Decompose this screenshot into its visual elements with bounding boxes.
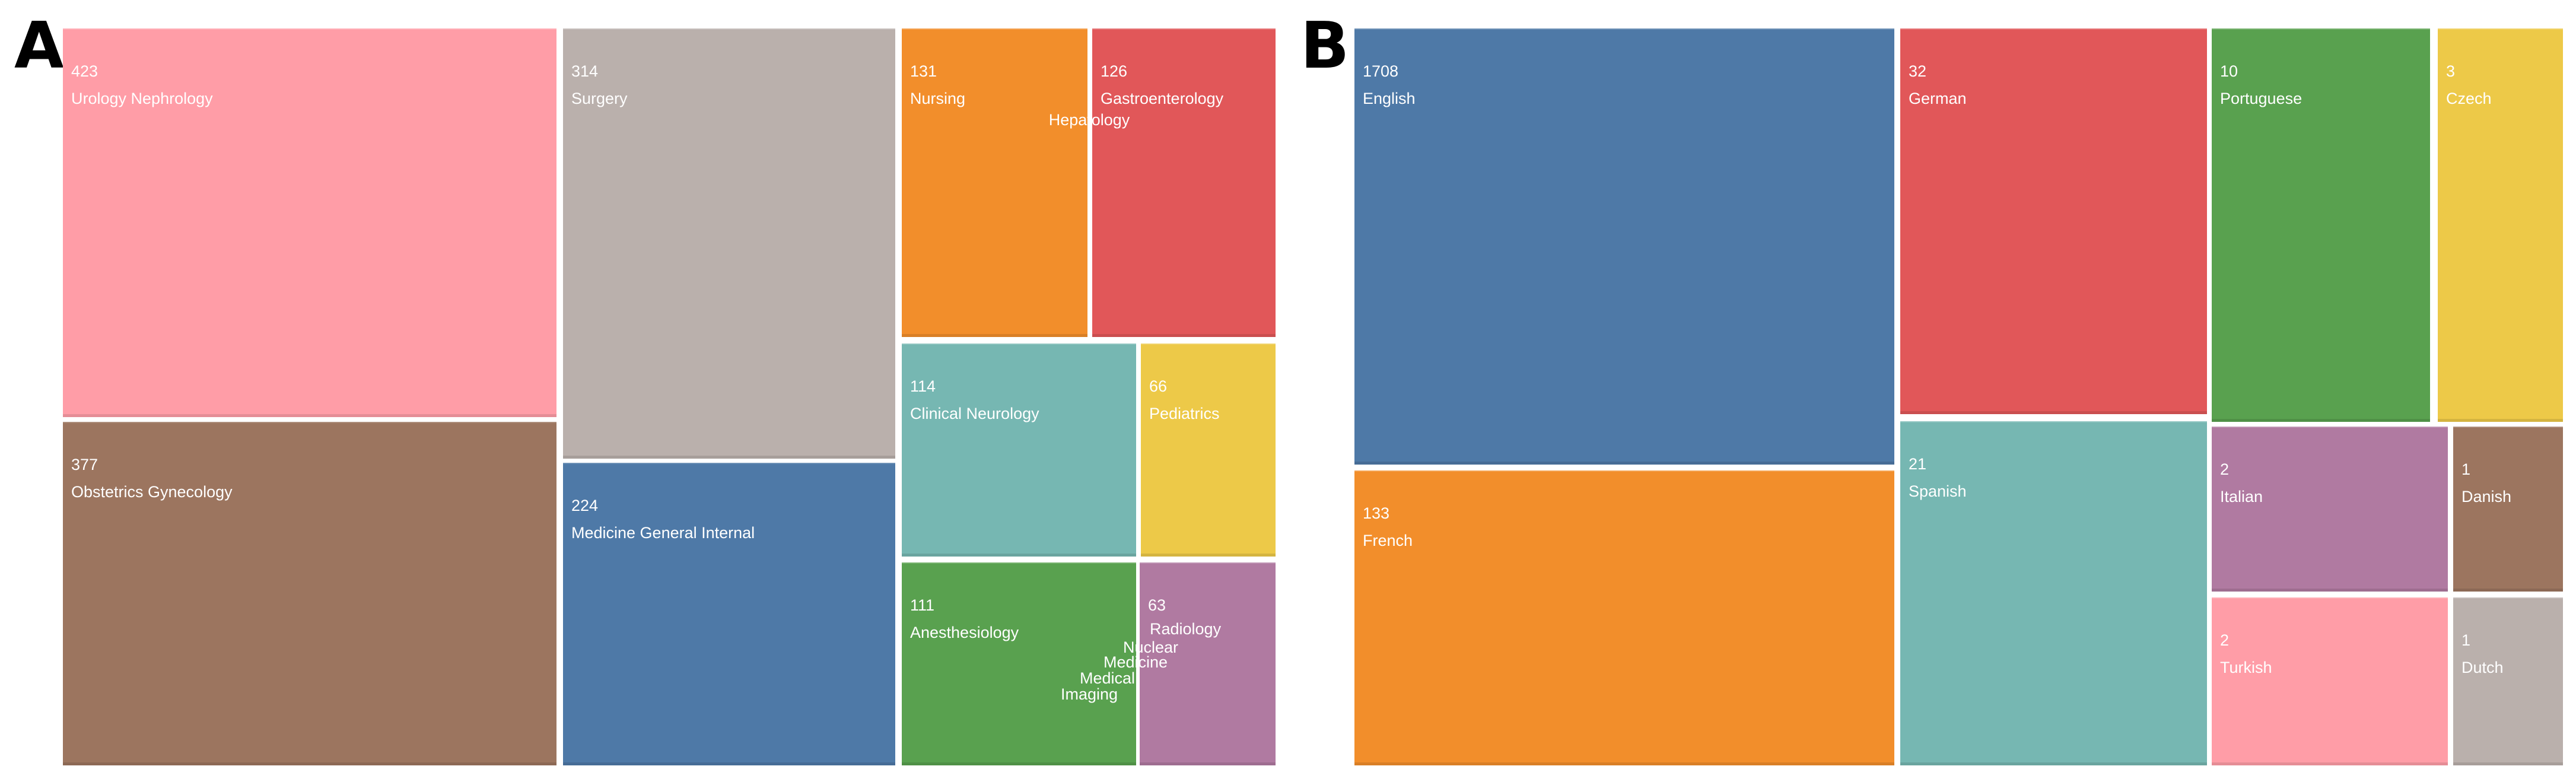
treemap-tile-french: 133 French (1354, 471, 1894, 765)
treemap-tile-surgery: 314 Surgery (563, 28, 895, 459)
tile-label-line-radiology: Radiology (1150, 620, 1222, 638)
tile-text-obstetrics-gynecology: 377 Obstetrics Gynecology (71, 456, 553, 501)
tile-label-anesthesiology: Anesthesiology (910, 624, 1019, 641)
tile-label-obstetrics-gynecology: Obstetrics Gynecology (71, 483, 233, 501)
treemap-tile-gastroenterology: 126 Gastroenterology (1092, 28, 1276, 337)
tile-value-spanish: 21 (1909, 455, 1927, 473)
treemap-tile-english: 1708 English (1354, 28, 1894, 465)
tile-value-medicine-general-internal: 224 (571, 497, 599, 514)
tile-label-turkish: Turkish (2220, 659, 2272, 676)
tile-value-pediatrics: 66 (1149, 377, 1168, 395)
tile-text-french: 133 French (1363, 504, 1891, 549)
tile-value-turkish: 2 (2220, 631, 2230, 649)
tile-text-english: 1708 English (1363, 62, 1891, 107)
tile-label-czech: Czech (2446, 90, 2492, 107)
tile-value-nursing: 131 (910, 62, 937, 80)
tile-label-danish: Danish (2461, 488, 2512, 506)
tile-label-line-medical: Medical (1080, 669, 1136, 687)
treemap-tile-medicine-general-internal: 224 Medicine General Internal (563, 463, 895, 765)
tile-label-line-nuclear: Nuclear (1123, 638, 1179, 656)
tile-value-portuguese: 10 (2220, 62, 2238, 80)
treemap-tile-turkish: 2 Turkish (2212, 597, 2448, 765)
tile-text-dutch: 1 Dutch (2461, 631, 2559, 676)
tile-text-portuguese: 10 Portuguese (2220, 62, 2426, 107)
tile-text-turkish: 2 Turkish (2220, 631, 2444, 676)
tile-label-nursing: Nursing (910, 90, 966, 107)
tile-value-urology-nephrology: 423 (71, 62, 98, 80)
treemap-tile-danish: 1 Danish (2453, 427, 2563, 592)
tile-label-surgery: Surgery (571, 90, 628, 107)
tile-label-pediatrics: Pediatrics (1149, 405, 1220, 422)
treemap-tile-spanish: 21 Spanish (1900, 421, 2207, 765)
tile-label-dutch: Dutch (2461, 659, 2504, 676)
treemap-panel-a: 423 Urology Nephrology 377 Obstetrics Gynec… (63, 28, 1276, 765)
tile-value-dutch: 1 (2461, 631, 2471, 649)
tile-text-german: 32 German (1909, 62, 2203, 107)
tile-value-german: 32 (1909, 62, 1927, 80)
tile-text-gastroenterology: 126 Gastroenterology (1101, 62, 1272, 107)
tile-value-radiology-nuclear-medicine-medical-imaging: 63 (1148, 596, 1166, 614)
treemap-tile-portuguese: 10 Portuguese (2212, 28, 2430, 422)
treemap-tile-radiology-nuclear-medicine-medical-imaging: 63 Radiology Nuclear Medicine Medical Imaging (1061, 562, 1276, 765)
tile-text-surgery: 314 Surgery (571, 62, 892, 107)
tile-text-clinical-neurology: 114 Clinical Neurology (910, 377, 1133, 422)
treemap-tile-czech: 3 Czech (2438, 28, 2563, 422)
tile-label-italian: Italian (2220, 488, 2263, 506)
tile-text-italian: 2 Italian (2220, 460, 2444, 506)
treemap-tile-nursing: 131 Nursing (902, 28, 1087, 337)
treemap-tile-dutch: 1 Dutch (2453, 597, 2563, 765)
tile-label-clinical-neurology: Clinical Neurology (910, 405, 1039, 422)
tile-label-english: English (1363, 90, 1416, 107)
tile-value-french: 133 (1363, 504, 1390, 522)
treemap-tile-italian: 2 Italian (2212, 427, 2448, 592)
tile-value-danish: 1 (2461, 460, 2471, 478)
treemap-tile-pediatrics: 66 Pediatrics (1141, 344, 1276, 557)
treemap-tile-obstetrics-gynecology: 377 Obstetrics Gynecology (63, 422, 556, 765)
tile-label-german: German (1909, 90, 1967, 107)
treemap-tile-clinical-neurology: 114 Clinical Neurology (902, 344, 1136, 557)
tile-value-anesthesiology: 111 (910, 596, 935, 614)
tile-value-czech: 3 (2446, 62, 2456, 80)
tile-label-spanish: Spanish (1909, 482, 1967, 500)
tile-text-czech: 3 Czech (2446, 62, 2559, 107)
tile-label-medicine-general-internal: Medicine General Internal (571, 524, 755, 542)
panel-letter-a: A (14, 9, 64, 83)
tile-label-urology-nephrology: Urology Nephrology (71, 90, 213, 107)
tile-text-spanish: 21 Spanish (1909, 455, 2203, 500)
treemap-tile-anesthesiology: 111 Anesthesiology (902, 562, 1136, 765)
tile-value-english: 1708 (1363, 62, 1399, 80)
tile-text-urology-nephrology: 423 Urology Nephrology (71, 62, 553, 107)
overflow-label-hepatology: Hepatology (1048, 111, 1130, 129)
tile-label-french: French (1363, 532, 1413, 549)
treemap-tile-urology-nephrology: 423 Urology Nephrology (63, 28, 556, 417)
tile-text-radiology-nuclear-medicine-medical-imaging: 63 (1148, 596, 1272, 614)
tile-value-surgery: 314 (571, 62, 599, 80)
treemap-tile-german: 32 German (1900, 28, 2207, 414)
tile-value-clinical-neurology: 114 (910, 377, 936, 395)
tile-text-medicine-general-internal: 224 Medicine General Internal (571, 497, 892, 542)
tile-value-obstetrics-gynecology: 377 (71, 456, 98, 473)
tile-label-line-medicine: Medicine (1103, 653, 1168, 671)
tile-value-gastroenterology: 126 (1101, 62, 1128, 80)
tile-label-line-imaging: Imaging (1061, 685, 1118, 703)
tile-text-nursing: 131 Nursing (910, 62, 1084, 107)
tile-text-anesthesiology: 111 Anesthesiology (910, 596, 1133, 641)
tile-label-portuguese: Portuguese (2220, 90, 2303, 107)
treemap-panel-b: 1708 English 133 French 32 German 21 Spanish 10 P… (1354, 28, 2563, 765)
tile-label-gastroenterology: Gastroenterology (1101, 90, 1224, 107)
panel-letter-b: B (1300, 9, 1349, 83)
tile-text-danish: 1 Danish (2461, 460, 2559, 506)
tile-value-italian: 2 (2220, 460, 2230, 478)
tile-text-pediatrics: 66 Pediatrics (1149, 377, 1272, 422)
